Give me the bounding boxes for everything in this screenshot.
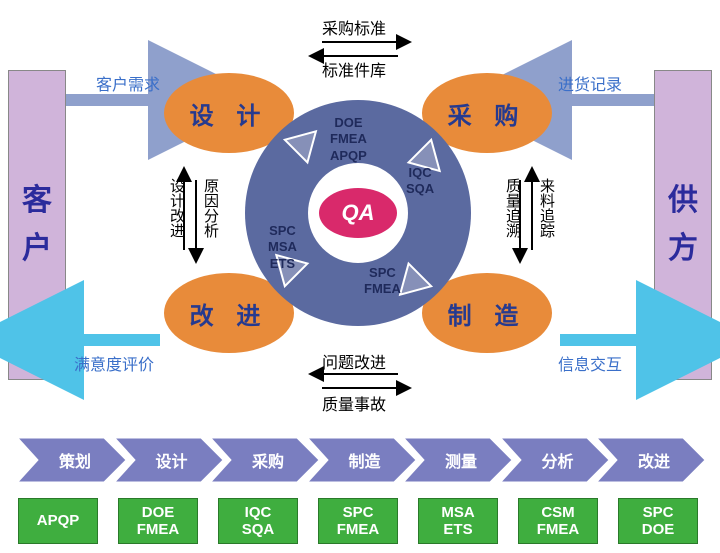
label-right-r: 来料追踪: [536, 178, 557, 238]
tool-box: SPCDOE: [618, 498, 698, 544]
label-inflow-tl: 客户需求: [96, 76, 160, 94]
label-inflow-bl: 满意度评价: [74, 355, 154, 374]
label-right-l: 质量追溯: [502, 178, 523, 238]
chevron-step: 策划: [18, 438, 126, 482]
chevron-step: 制造: [308, 438, 416, 482]
label-top-down: 标准件库: [322, 62, 386, 80]
label-inflow-br: 信息交互: [558, 356, 622, 374]
tool-box: SPCFMEA: [318, 498, 398, 544]
tools-row: APQP DOEFMEA IQCSQA SPCFMEA MSAETS CSMFMEA SPC…: [18, 498, 702, 544]
ring-label-right: IQCSQA: [406, 165, 434, 198]
tool-box: MSAETS: [418, 498, 498, 544]
chevron-step: 测量: [404, 438, 512, 482]
label-top-up: 采购标准: [322, 20, 386, 38]
chevron-step: 采购: [211, 438, 319, 482]
chevron-step: 设计: [115, 438, 223, 482]
tool-box: IQCSQA: [218, 498, 298, 544]
label-bot-up: 问题改进: [322, 354, 386, 372]
tool-box: CSMFMEA: [518, 498, 598, 544]
ring-label-top: DOEFMEAAPQP: [330, 115, 367, 164]
qa-core: QA: [319, 188, 397, 238]
ring-label-left: SPCMSAETS: [268, 223, 297, 272]
chevron-step: 改进: [597, 438, 705, 482]
label-bot-down: 质量事故: [322, 396, 386, 414]
chevron-step: 分析: [501, 438, 609, 482]
ring-label-bottom: SPCFMEA: [364, 265, 401, 298]
label-left-r: 原因分析: [200, 178, 221, 238]
tool-box: APQP: [18, 498, 98, 544]
process-chevrons: 策划设计采购制造测量分析改进: [18, 438, 702, 482]
label-left-l: 设计改进: [166, 178, 187, 238]
tool-box: DOEFMEA: [118, 498, 198, 544]
label-inflow-tr: 进货记录: [558, 76, 622, 94]
